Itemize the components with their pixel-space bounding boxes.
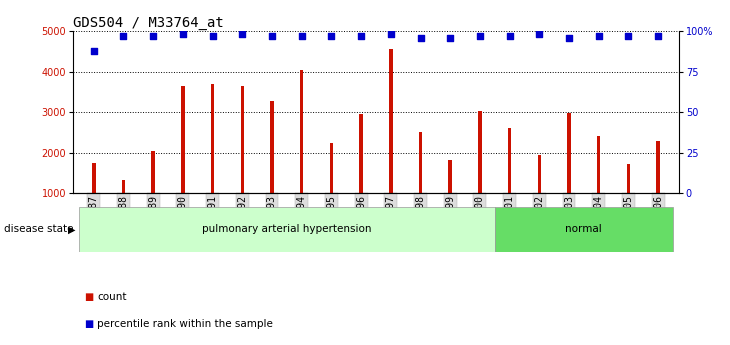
Bar: [626, 164, 630, 234]
Point: [474, 33, 485, 39]
Text: percentile rank within the sample: percentile rank within the sample: [97, 319, 273, 329]
Bar: [419, 131, 422, 234]
Point: [385, 31, 396, 37]
Point: [623, 33, 634, 39]
Point: [653, 33, 664, 39]
Text: disease state: disease state: [4, 225, 73, 234]
Point: [118, 33, 129, 39]
Point: [563, 35, 575, 40]
Text: count: count: [97, 292, 126, 302]
Text: ■: ■: [84, 319, 93, 329]
Text: ■: ■: [84, 292, 93, 302]
Point: [237, 31, 248, 37]
Point: [356, 33, 367, 39]
Point: [326, 33, 337, 39]
Point: [445, 35, 456, 40]
Point: [147, 33, 159, 39]
Bar: [537, 155, 541, 234]
Text: normal: normal: [566, 225, 602, 234]
Point: [504, 33, 515, 39]
Bar: [448, 159, 452, 234]
Point: [177, 31, 189, 37]
Bar: [92, 163, 96, 234]
Text: pulmonary arterial hypertension: pulmonary arterial hypertension: [202, 225, 372, 234]
Point: [266, 33, 278, 39]
Bar: [478, 111, 482, 234]
Bar: [122, 180, 126, 234]
Bar: [597, 136, 601, 234]
Text: GDS504 / M33764_at: GDS504 / M33764_at: [73, 16, 224, 30]
Bar: [389, 49, 393, 234]
Text: ▶: ▶: [68, 225, 75, 234]
Bar: [79, 207, 495, 252]
Bar: [330, 142, 333, 234]
Point: [415, 35, 426, 40]
Bar: [300, 70, 304, 234]
Bar: [508, 128, 512, 234]
Bar: [567, 113, 571, 234]
Bar: [359, 114, 363, 234]
Bar: [240, 86, 244, 234]
Point: [296, 33, 307, 39]
Point: [593, 33, 604, 39]
Bar: [270, 101, 274, 234]
Bar: [181, 86, 185, 234]
Bar: [211, 84, 215, 234]
Bar: [656, 140, 660, 234]
Bar: [151, 151, 155, 234]
Bar: [495, 207, 673, 252]
Point: [207, 33, 218, 39]
Point: [88, 48, 99, 53]
Point: [534, 31, 545, 37]
